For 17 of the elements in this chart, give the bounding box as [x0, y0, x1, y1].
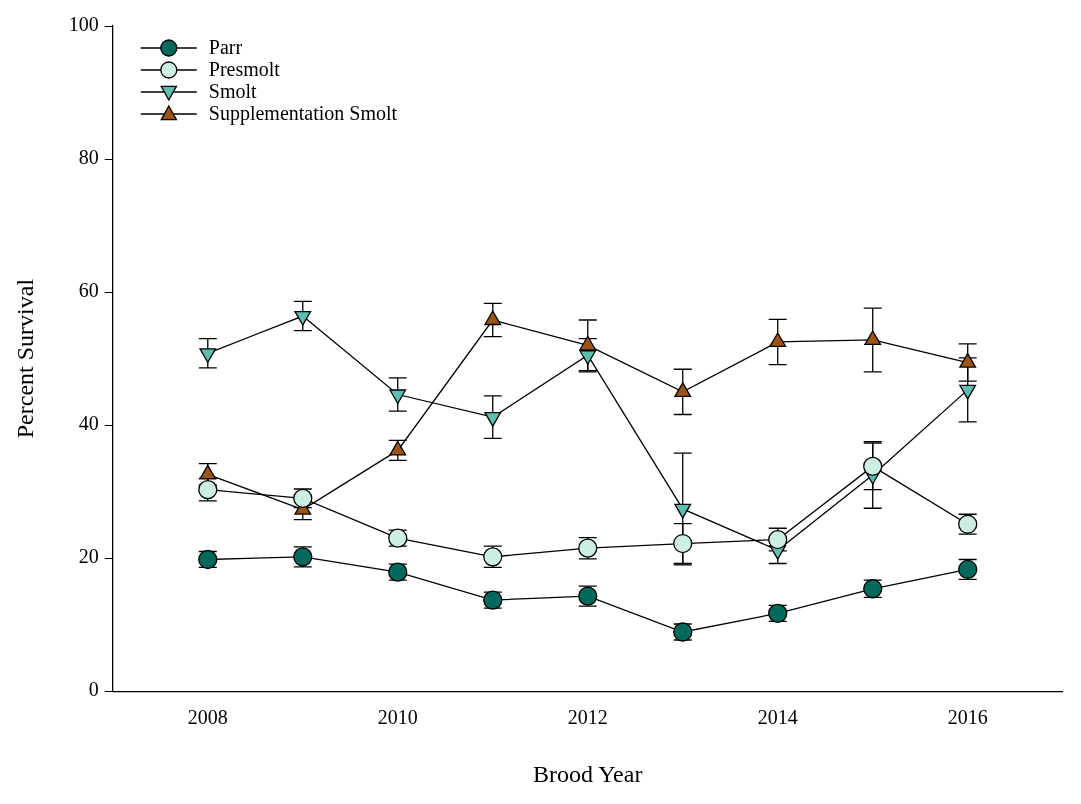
x-tick-label: 2008	[187, 706, 228, 729]
y-axis-title: Percent Survival	[11, 278, 38, 439]
y-tick-label: 0	[88, 678, 99, 701]
legend-label: Supplementation Smolt	[208, 102, 398, 126]
x-tick-label: 2012	[567, 706, 608, 729]
x-axis-title: Brood Year	[533, 760, 643, 787]
y-tick-label: 20	[78, 545, 99, 568]
y-tick-label: 60	[78, 279, 99, 302]
legend-label: Smolt	[208, 80, 258, 103]
x-tick-label: 2010	[377, 706, 418, 729]
y-tick-label: 40	[78, 412, 99, 435]
legend-label: Presmolt	[208, 58, 281, 81]
x-tick-label: 2016	[947, 706, 988, 729]
y-tick-label: 80	[78, 146, 99, 169]
y-tick-label: 100	[68, 13, 99, 36]
x-tick-label: 2014	[757, 706, 798, 729]
legend-label: Parr	[208, 36, 243, 59]
